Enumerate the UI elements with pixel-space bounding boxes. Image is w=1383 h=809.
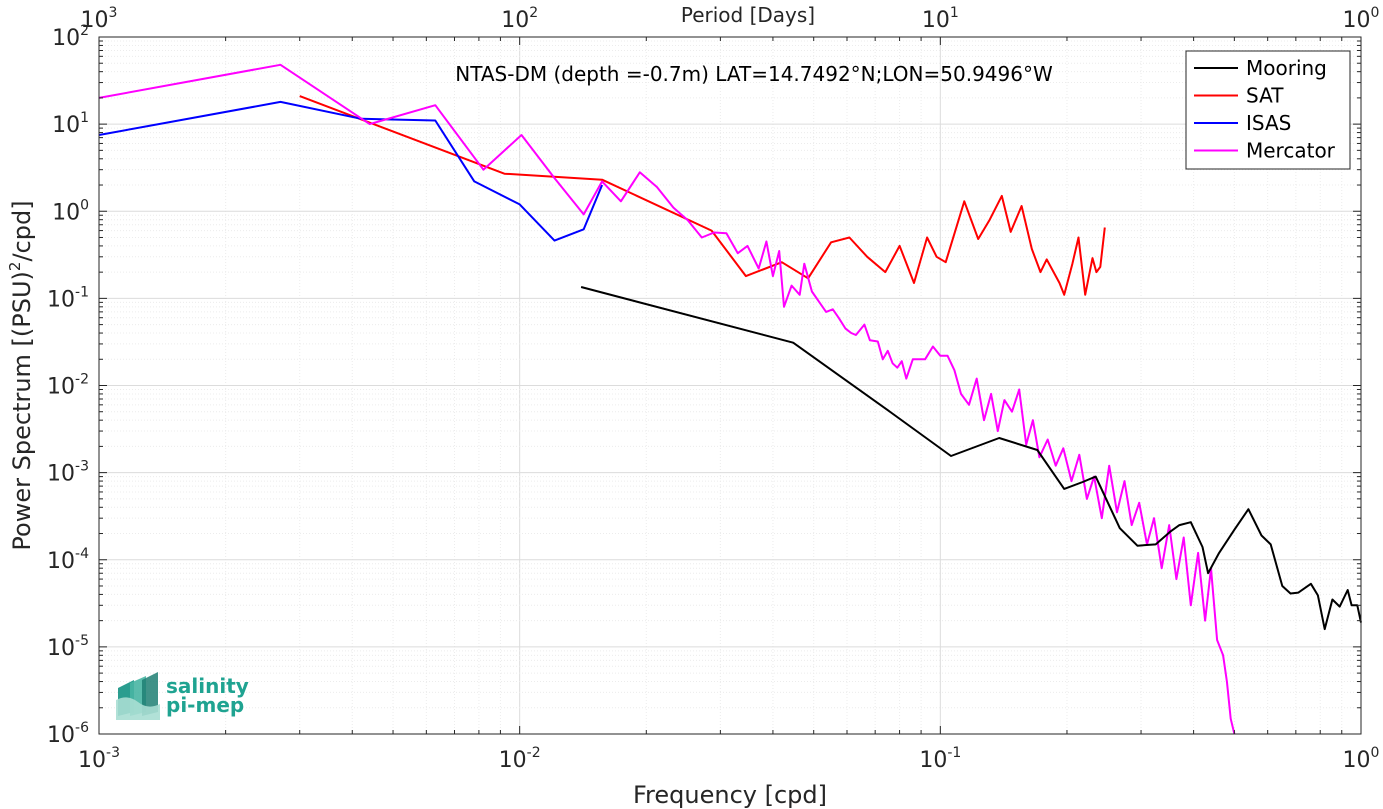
- legend: Mooring SAT ISAS Mercator: [1185, 50, 1351, 170]
- top-x-tick-label: 100: [1343, 5, 1380, 33]
- y-tick-label: 100: [52, 197, 89, 225]
- x-tick-label: 100: [1343, 745, 1380, 773]
- x-tick-label: 10-3: [78, 745, 120, 773]
- series-line-mooring: [580, 286, 1362, 631]
- legend-label-sat: SAT: [1246, 84, 1284, 108]
- logo-line1: salinity: [166, 674, 249, 698]
- top-axis-title: Period [Days]: [681, 3, 815, 27]
- chart-title: NTAS-DM (depth =-0.7m) LAT=14.7492°N;LON…: [455, 62, 1053, 86]
- logo-line2: pi-mep: [166, 693, 244, 717]
- x-tick-label: 10-1: [919, 745, 961, 773]
- y-tick-label: 10-6: [47, 720, 89, 748]
- salinity-pi-mep-logo: salinity pi-mep: [116, 672, 249, 720]
- series-line-isas: [98, 100, 604, 242]
- x-axis-title: Frequency [cpd]: [633, 781, 827, 809]
- legend-label-mercator: Mercator: [1246, 139, 1336, 163]
- y-tick-label: 10-1: [47, 284, 89, 312]
- legend-label-isas: ISAS: [1246, 111, 1291, 135]
- series-layer: [98, 63, 1362, 735]
- logo-wave-icon: [116, 672, 160, 720]
- x-tick-label: 10-2: [499, 745, 541, 773]
- series-line-mercator: [98, 63, 1236, 735]
- y-tick-label: 102: [52, 23, 89, 51]
- series-line-sat: [299, 95, 1106, 296]
- y-tick-label: 10-5: [47, 633, 89, 661]
- legend-label-mooring: Mooring: [1246, 56, 1327, 80]
- grid: [98, 37, 1361, 735]
- y-tick-label: 101: [52, 110, 89, 138]
- y-axis-title: Power Spectrum [(PSU)2/cpd]: [6, 200, 36, 550]
- y-tick-label: 10-3: [47, 459, 89, 487]
- y-tick-label: 10-2: [47, 372, 89, 400]
- legend-box: [1185, 50, 1351, 170]
- top-x-tick-label: 103: [81, 5, 118, 33]
- top-x-tick-label: 102: [501, 5, 538, 33]
- ticks: [98, 36, 1362, 735]
- y-tick-label: 10-4: [47, 546, 89, 574]
- top-x-tick-label: 101: [922, 5, 959, 33]
